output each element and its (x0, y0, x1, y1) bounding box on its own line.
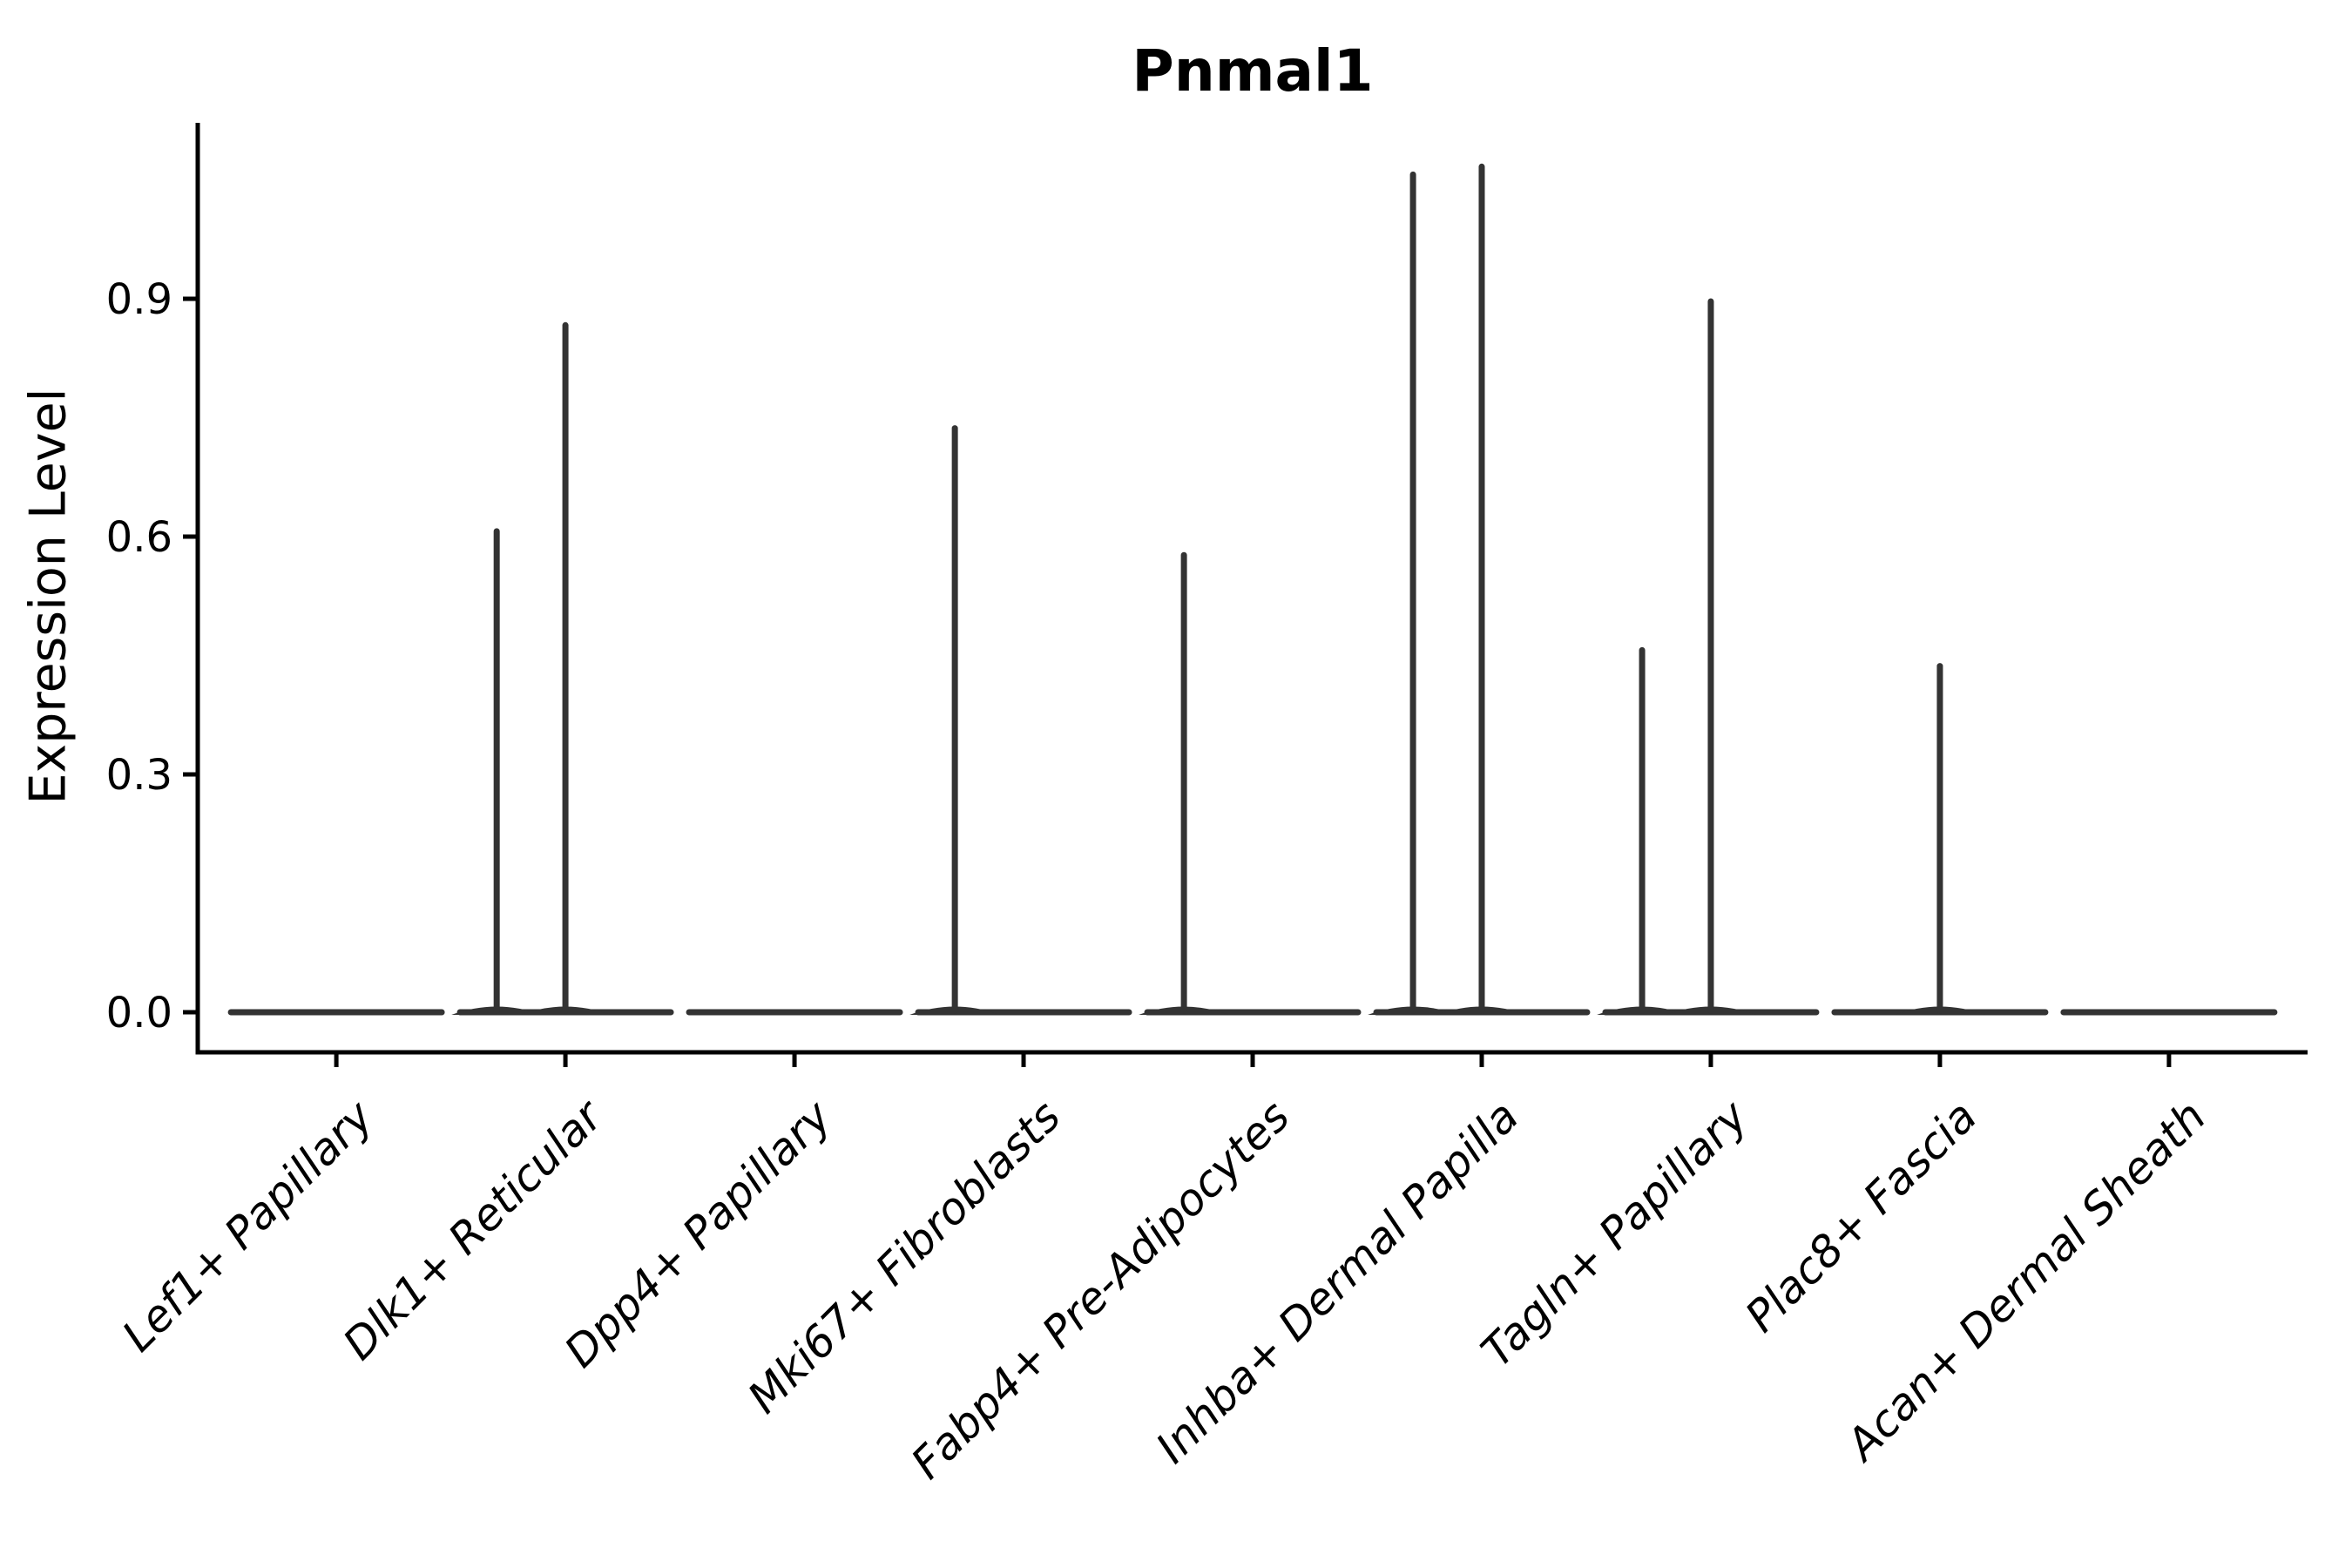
y-tick-label: 0.9 (106, 275, 172, 324)
x-tick-label-fabp4-pre-adipocytes: Fabp4+ Pre-Adipocytes (902, 1091, 1300, 1489)
violin-plac8-fascia (1831, 663, 2049, 1016)
x-tick-label-lef1-papillary: Lef1+ Papillary (112, 1090, 383, 1361)
y-tick-label: 0.3 (106, 751, 172, 800)
violin-mki67-fibroblasts (909, 425, 1132, 1016)
y-tick-label: 0.6 (106, 513, 172, 562)
y-tick-label: 0.0 (106, 989, 172, 1037)
y-axis-label: Expression Level (19, 388, 78, 805)
x-tick-label-plac8-fascia: Plac8+ Fascia (1735, 1091, 1986, 1342)
x-tick-label-inhba-dermal-papilla: Inhba+ Dermal Papilla (1146, 1091, 1528, 1472)
x-tick-label-acan-dermal-sheath: Acan+ Dermal Sheath (1835, 1091, 2215, 1471)
violin-fabp4-pre-adipocytes (1139, 551, 1362, 1016)
plot-title: Pnmal1 (1132, 37, 1374, 105)
violin-dlk1-reticular (451, 321, 674, 1016)
violin-inhba-dermal-papilla (1368, 163, 1591, 1016)
violin-tagln-papillary (1597, 298, 1820, 1016)
